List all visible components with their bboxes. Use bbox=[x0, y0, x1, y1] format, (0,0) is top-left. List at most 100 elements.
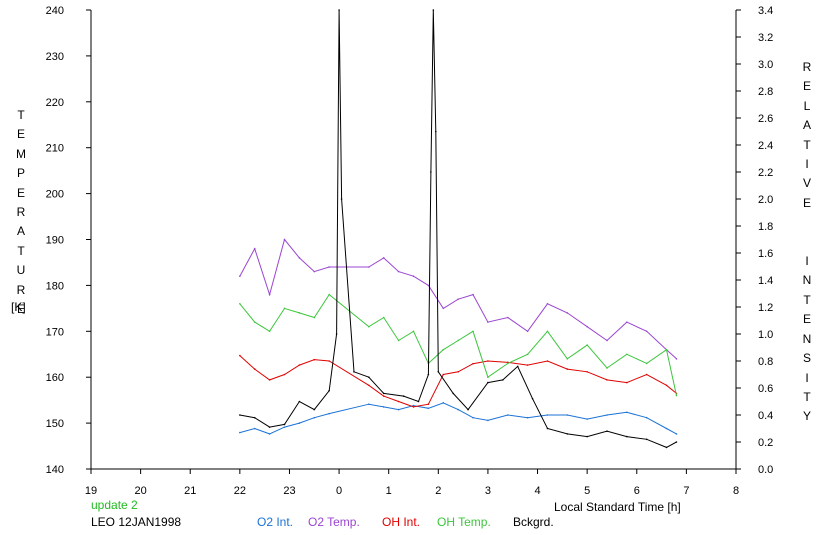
series-bckgrd-point bbox=[430, 171, 432, 173]
x-tick-label: 8 bbox=[733, 485, 739, 497]
right-tick-label: 1.2 bbox=[758, 302, 773, 314]
series-oh-int-point bbox=[268, 379, 271, 381]
series-bckgrd-point bbox=[432, 9, 435, 11]
series-bckgrd-point bbox=[516, 365, 519, 368]
right-tick-label: 2.4 bbox=[758, 140, 773, 152]
series-bckgrd-point bbox=[675, 441, 678, 443]
series-oh-temp-point bbox=[298, 312, 301, 314]
series-o2-temp-point bbox=[382, 257, 385, 259]
series-o2-temp-point bbox=[606, 339, 608, 342]
series-oh-int-point bbox=[283, 373, 286, 376]
series-bckgrd-point bbox=[435, 130, 437, 133]
series-o2-temp-point bbox=[328, 266, 330, 268]
series-o2-int-point bbox=[368, 403, 370, 406]
series-layer bbox=[239, 9, 678, 449]
series-oh-int-point bbox=[253, 368, 256, 370]
right-tick-label: 0.2 bbox=[758, 437, 773, 449]
series-o2-temp-point bbox=[253, 247, 256, 250]
series-o2-int-point bbox=[268, 433, 271, 435]
left-tick-label: 210 bbox=[46, 143, 64, 155]
x-tick-label: 3 bbox=[485, 485, 491, 497]
series-o2-temp-point bbox=[298, 257, 301, 259]
series-oh-int-point bbox=[328, 360, 330, 362]
x-tick-label: 6 bbox=[634, 485, 640, 497]
series-oh-temp-point bbox=[606, 367, 608, 369]
series-bckgrd-point bbox=[452, 392, 454, 395]
series-bckgrd-point bbox=[338, 9, 340, 11]
series-bckgrd-point bbox=[313, 408, 316, 411]
series-oh-int-point bbox=[368, 384, 370, 387]
x-tick-label: 1 bbox=[386, 485, 392, 497]
series-oh-temp-point bbox=[397, 339, 400, 342]
series-bckgrd-point bbox=[239, 414, 241, 416]
series-oh-int-point bbox=[472, 362, 474, 365]
x-tick-label: 7 bbox=[683, 485, 689, 497]
series-o2-int-point bbox=[586, 418, 588, 420]
series-oh-int-point bbox=[586, 371, 588, 373]
series-oh-int-point bbox=[397, 400, 400, 403]
series-o2-temp-point bbox=[442, 307, 445, 310]
series-o2-int-point bbox=[506, 414, 509, 416]
series-bckgrd-point bbox=[566, 433, 569, 435]
series-o2-int-point bbox=[606, 414, 608, 416]
series-bckgrd-point bbox=[402, 395, 405, 397]
series-o2-temp-point bbox=[506, 316, 509, 319]
right-tick-label: 0.6 bbox=[758, 383, 773, 395]
series-oh-temp-point bbox=[442, 348, 445, 351]
series-oh-temp-point bbox=[506, 362, 509, 365]
series-oh-int-point bbox=[606, 379, 608, 381]
series-oh-temp-point bbox=[472, 330, 474, 333]
series-o2-temp-point bbox=[268, 293, 271, 296]
series-o2-int-point bbox=[665, 427, 668, 430]
series-oh-int-point bbox=[645, 373, 648, 376]
series-oh-int-point bbox=[298, 364, 301, 366]
series-bckgrd-point bbox=[353, 371, 355, 373]
series-bckgrd-point bbox=[298, 400, 301, 403]
left-axis-unit: [K] bbox=[11, 300, 26, 314]
series-oh-int-point bbox=[412, 406, 415, 408]
series-o2-int-point bbox=[313, 416, 316, 419]
series-bckgrd-point bbox=[546, 427, 549, 430]
series-bckgrd-point bbox=[502, 379, 504, 381]
x-tick-label: 4 bbox=[534, 485, 540, 497]
series-o2-temp-point bbox=[368, 266, 370, 268]
series-bckgrd-point bbox=[368, 376, 370, 379]
series-oh-temp-point bbox=[457, 339, 459, 342]
series-o2-temp-point bbox=[472, 293, 474, 296]
series-oh-temp-point bbox=[412, 330, 415, 333]
series-o2-int-point bbox=[442, 402, 445, 404]
series-o2-int-line bbox=[239, 402, 677, 435]
series-o2-int-point bbox=[457, 408, 459, 411]
series-oh-temp-point bbox=[586, 344, 588, 346]
series-oh-temp-point bbox=[487, 376, 489, 379]
series-o2-int-point bbox=[487, 419, 489, 422]
right-tick-label: 1.8 bbox=[758, 221, 773, 233]
series-oh-int-point bbox=[626, 381, 628, 384]
series-oh-temp-point bbox=[526, 353, 529, 356]
right-tick-label: 3.2 bbox=[758, 32, 773, 44]
x-tick-label: 21 bbox=[184, 485, 196, 497]
x-tick-label: 22 bbox=[234, 485, 246, 497]
series-oh-temp-point bbox=[253, 321, 256, 323]
series-oh-temp-point bbox=[665, 348, 668, 351]
left-tick-label: 160 bbox=[46, 372, 64, 384]
left-tick-label: 150 bbox=[46, 418, 64, 430]
series-oh-temp-point bbox=[328, 293, 330, 296]
series-bckgrd-point bbox=[531, 398, 534, 400]
series-o2-int-point bbox=[253, 427, 256, 430]
series-oh-temp-line bbox=[239, 293, 677, 396]
series-o2-temp-point bbox=[546, 302, 549, 305]
left-tick-label: 140 bbox=[46, 464, 64, 476]
series-oh-temp-point bbox=[566, 358, 569, 360]
series-bckgrd-point bbox=[328, 389, 330, 392]
series-bckgrd-point bbox=[427, 373, 430, 376]
x-tick-label: 5 bbox=[584, 485, 590, 497]
series-o2-temp-point bbox=[457, 298, 459, 300]
station-date-label: LEO 12JAN1998 bbox=[91, 515, 182, 529]
left-tick-label: 180 bbox=[46, 280, 64, 292]
x-tick-label: 19 bbox=[85, 485, 97, 497]
series-o2-temp-point bbox=[645, 330, 648, 333]
series-o2-temp-line bbox=[239, 238, 677, 360]
